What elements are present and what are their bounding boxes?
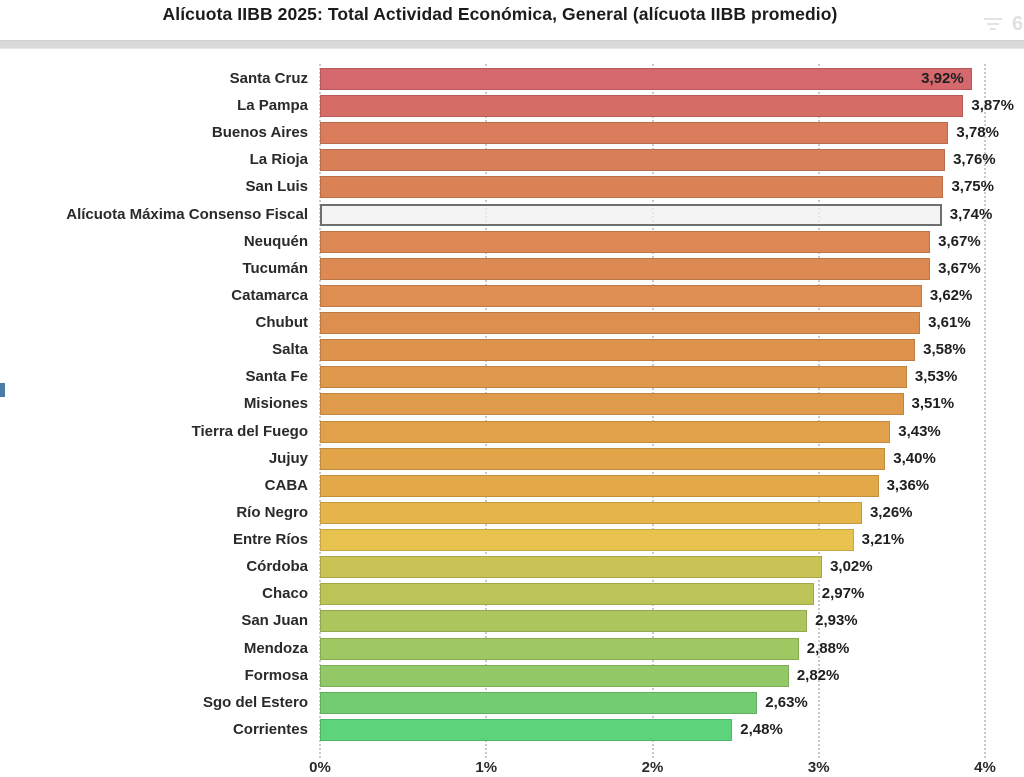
bar [320,529,854,552]
bar [320,664,789,687]
value-label: 3,87% [971,97,1014,115]
category-label: Tucumán [242,259,308,277]
bar [320,691,758,714]
filter-icon[interactable] [984,17,1002,32]
value-label: 3,67% [938,259,981,277]
bar [320,312,921,335]
bar [320,501,862,524]
category-label: Alícuota Máxima Consenso Fiscal [66,205,308,223]
header-divider [0,40,1024,49]
category-label: Santa Fe [245,368,308,386]
bar [320,447,886,470]
bar [320,393,904,416]
category-label: Sgo del Estero [202,693,308,711]
category-label: Buenos Aires [211,124,308,142]
bar [320,68,972,90]
header-icons: 6 [984,13,1022,36]
value-label: 3,02% [830,558,873,576]
bar [320,420,891,443]
bar [320,637,799,660]
category-label: Río Negro [236,503,308,521]
x-tick-label: 4% [974,759,996,776]
reference-bar [320,203,942,226]
value-label: 3,76% [953,151,996,169]
value-label: 3,36% [886,476,930,494]
value-label: 3,51% [911,395,955,413]
category-label: Corrientes [232,720,308,738]
bar [320,122,949,145]
category-label: San Juan [241,612,308,630]
value-label: 2,97% [821,585,865,603]
left-edge-artifact [0,383,5,397]
value-label: 2,93% [815,612,858,630]
x-tick-label: 2% [641,759,664,776]
category-label: Jujuy [268,449,308,467]
category-label: Salta [272,341,308,359]
bar [320,339,916,362]
category-label: Catamarca [231,286,308,304]
bar [320,149,946,172]
x-tick-label: 0% [309,759,331,776]
value-label: 3,21% [861,531,905,549]
bar [320,366,907,389]
category-label: Neuquén [243,232,308,250]
value-label: 3,75% [951,178,994,196]
category-label: La Rioja [249,151,308,169]
bar [320,230,931,253]
category-label: Misiones [243,395,308,413]
bar [320,556,823,579]
category-label: La Pampa [237,97,308,115]
partial-glyph: 6 [1012,13,1022,35]
category-label: Chaco [262,585,308,603]
category-label: Formosa [244,666,308,684]
value-label: 2,88% [806,639,850,657]
bar [320,95,964,118]
x-tick-label: 3% [807,759,830,776]
bar [320,284,922,307]
value-label: 3,61% [928,314,971,332]
value-label: 3,78% [956,124,999,142]
value-label: 2,63% [765,693,808,711]
bar [320,583,814,606]
value-label: 3,67% [938,232,981,250]
category-label: Chubut [255,314,308,332]
category-label: Córdoba [246,558,308,576]
gridline-4% [984,64,986,758]
bar [320,257,931,280]
value-label: 3,43% [898,422,941,440]
category-label: Santa Cruz [229,70,308,87]
bar [320,176,944,199]
category-label: CABA [264,476,308,494]
value-label: 3,40% [893,449,936,467]
page-title: Alícuota IIBB 2025: Total Actividad Econ… [162,4,838,24]
category-label: San Luis [245,178,308,196]
bar [320,610,808,633]
bar [320,718,733,741]
value-label: 3,58% [923,341,966,359]
category-label: Mendoza [243,639,308,657]
value-label: 3,53% [914,368,958,386]
x-tick-label: 1% [475,759,498,776]
value-label: 3,74% [949,205,993,223]
value-label: 3,26% [869,503,913,521]
value-label: 2,48% [740,720,783,738]
value-label: 3,92% [921,70,964,87]
bar [320,474,879,497]
category-label: Tierra del Fuego [191,422,308,440]
category-label: Entre Ríos [232,531,308,549]
value-label: 2,82% [796,666,840,684]
value-label: 3,62% [929,286,973,304]
